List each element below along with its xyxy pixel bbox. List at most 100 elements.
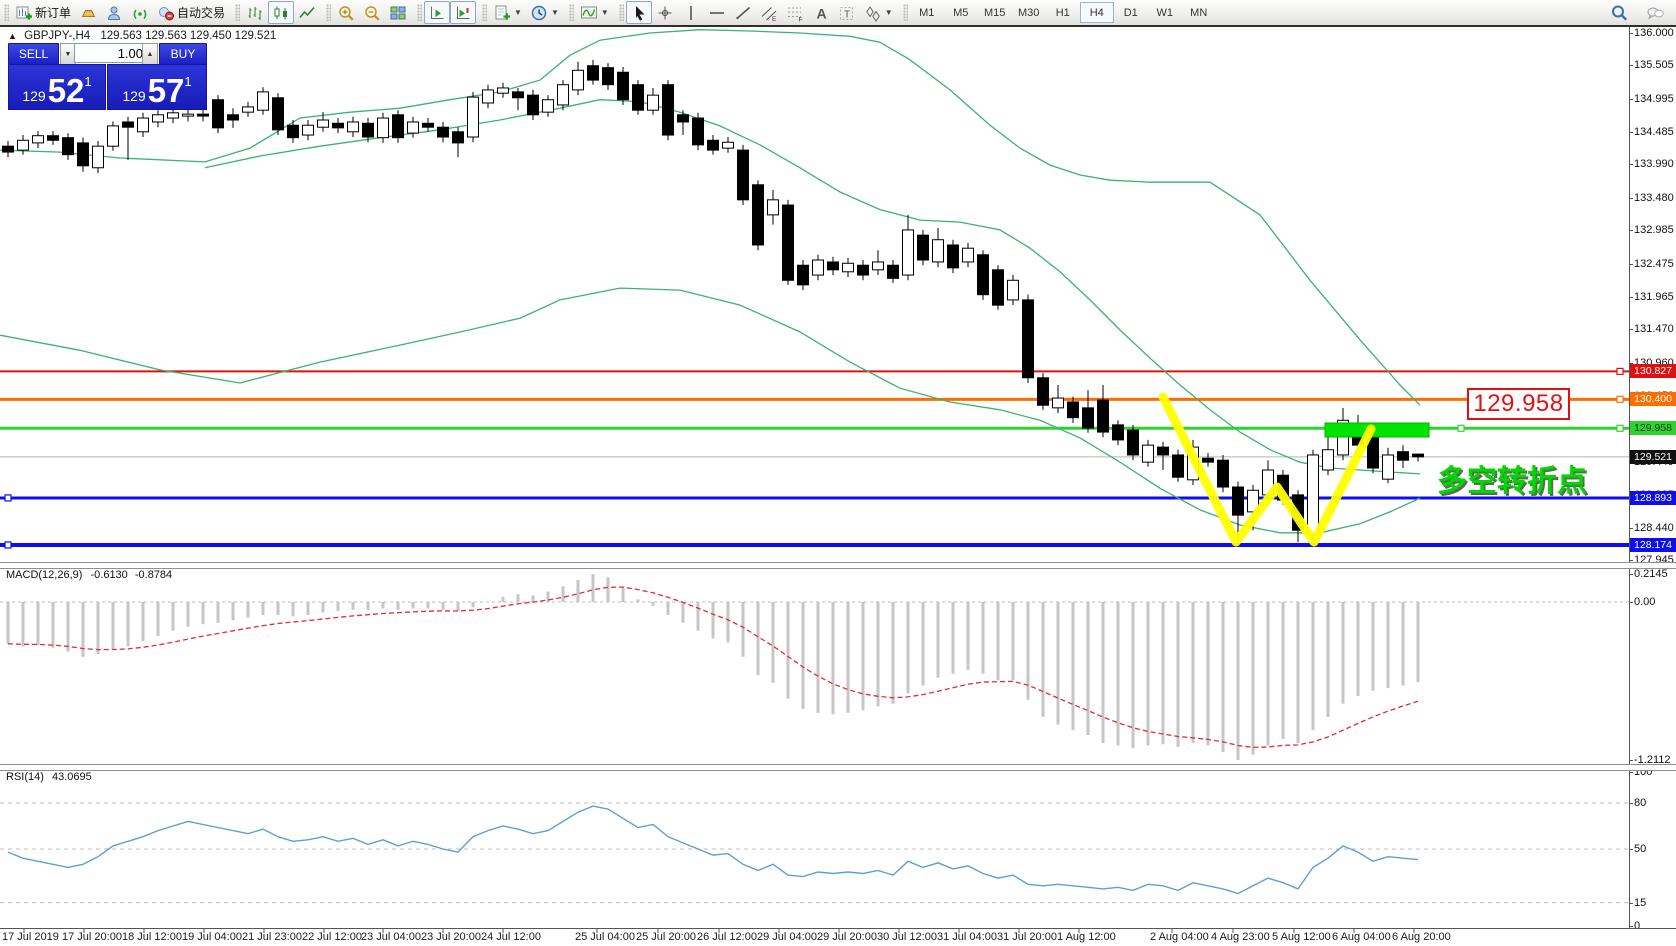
ohlc-values: 129.563 129.563 129.450 129.521: [100, 30, 277, 42]
rsi-axis-label: 80: [1634, 797, 1647, 809]
y-axis-tick: [1629, 296, 1633, 298]
time-axis-label: 6 Aug 04:00: [1332, 931, 1391, 943]
contacts-button[interactable]: [101, 1, 127, 24]
timeframe-h4[interactable]: H4: [1079, 2, 1114, 23]
y-axis-tick: [1629, 803, 1633, 804]
timeframe-m5[interactable]: M5: [953, 6, 969, 19]
equidistant-channel-button[interactable]: E: [756, 1, 782, 24]
text-button[interactable]: A: [808, 1, 834, 24]
cursor-button[interactable]: [625, 1, 652, 24]
y-axis-tick: [1629, 760, 1633, 762]
hline-handle[interactable]: [4, 494, 12, 502]
shapes-button[interactable]: ▼: [860, 1, 897, 24]
y-axis-tick: [1629, 33, 1633, 34]
buy-price-big: 57: [147, 72, 185, 109]
signals-button[interactable]: [127, 1, 153, 24]
hline-handle[interactable]: [1616, 424, 1624, 432]
pane-splitter-macd[interactable]: [0, 562, 1676, 569]
toolbar-grip[interactable]: [417, 4, 423, 21]
buy-button[interactable]: BUY: [159, 43, 207, 65]
toolbar-group-drawing-tools: E F A T ▼: [615, 0, 899, 25]
hline-handle[interactable]: [1457, 424, 1465, 432]
hline-handle[interactable]: [1616, 395, 1624, 403]
time-axis-label: 6 Aug 20:00: [1392, 931, 1451, 943]
y-axis-label: 128.440: [1634, 521, 1674, 534]
vertical-line-button[interactable]: [678, 1, 704, 24]
toolbar-grip[interactable]: [482, 4, 488, 21]
text-label-button[interactable]: T: [834, 1, 860, 24]
price-callout-box[interactable]: 129.958: [1467, 388, 1570, 420]
buy-price-sup: 1: [184, 74, 192, 89]
timeframe-w1[interactable]: W1: [1156, 6, 1173, 19]
timeframe-m30[interactable]: M30: [1018, 6, 1040, 19]
candles-icon: [274, 6, 288, 19]
zoomout-icon: [365, 5, 380, 21]
timeframe-mn[interactable]: MN: [1190, 6, 1208, 19]
timeframe-m1[interactable]: M1: [919, 6, 935, 19]
fibonacci-button[interactable]: F: [782, 1, 808, 24]
y-axis-tick: [1629, 559, 1633, 561]
buy-price-button[interactable]: 129 57 1: [107, 64, 207, 110]
candlestick-chart-button[interactable]: [268, 1, 295, 24]
hline-handle[interactable]: [1616, 367, 1624, 376]
crosshair-button[interactable]: [652, 1, 678, 24]
history-center-button[interactable]: [75, 1, 101, 24]
time-axis-label: 23 Jul 04:00: [361, 931, 421, 943]
time-axis-line: [0, 928, 1676, 929]
volume-input[interactable]: 1.00: [74, 43, 150, 63]
w-pattern-drawing[interactable]: [1158, 392, 1376, 547]
toolbar-grip[interactable]: [568, 4, 574, 21]
bollinger-middle-band: [204, 99, 1421, 475]
chart-shift-button[interactable]: [450, 1, 477, 24]
volume-up-button[interactable]: ▲: [142, 43, 158, 65]
toolbar-group-chart-type: [231, 0, 322, 25]
line-chart-button[interactable]: [294, 1, 320, 24]
sell-price-button[interactable]: 129 52 1: [8, 64, 106, 110]
timeframe-m15[interactable]: M15: [984, 6, 1006, 19]
clock-icon: [531, 5, 547, 20]
toolbar-grip[interactable]: [4, 4, 9, 21]
community-button[interactable]: [1642, 1, 1668, 24]
horizontal-line-button[interactable]: [704, 1, 730, 24]
toolbar-group-new-objects: ▼ ▼: [478, 0, 565, 25]
hline-icon: [709, 11, 724, 14]
time-axis-label: 17 Jul 20:00: [62, 931, 122, 943]
collapse-panel-icon[interactable]: ▲: [8, 31, 17, 41]
indicators-button[interactable]: ▼: [576, 1, 613, 24]
bar-chart-button[interactable]: [242, 1, 268, 24]
hline-handle[interactable]: [4, 541, 12, 549]
profiles-button[interactable]: ▼: [526, 1, 563, 24]
one-click-trading-panel: SELL ▼ 1.00 ▲ BUY 129 52 1 129 57 1: [8, 43, 207, 110]
timeframe-h1[interactable]: H1: [1055, 6, 1070, 19]
search-button[interactable]: [1606, 1, 1632, 24]
y-axis-label: 134.995: [1634, 92, 1674, 105]
y-axis-tick: [1629, 902, 1633, 904]
highlight-zone-rect[interactable]: [1324, 422, 1430, 438]
toolbar-grip[interactable]: [618, 4, 624, 21]
neworder-icon: [16, 6, 32, 19]
toolbar: 新订单 自动交易 ▼ ▼ ▼ E F A T ▼ M1 M5 M15 M30 H1 H4 D1 W1 MN: [0, 0, 1676, 26]
pane-splitter-rsi[interactable]: [0, 764, 1676, 771]
toolbar-grip[interactable]: [326, 4, 332, 21]
time-axis-label: 1 Aug 12:00: [1057, 931, 1116, 943]
new-chart-button[interactable]: ▼: [489, 1, 526, 24]
time-axis-label: 19 Jul 04:00: [182, 931, 242, 943]
macd-axis-label: -1.2112: [1634, 754, 1671, 767]
zoom-in-button[interactable]: [333, 1, 359, 24]
tile-windows-button[interactable]: [385, 1, 411, 24]
toolbar-grip[interactable]: [902, 4, 908, 21]
zoom-out-button[interactable]: [359, 1, 385, 24]
y-axis-label: 132.475: [1634, 257, 1674, 270]
volume-stepper: ▼ 1.00 ▲: [60, 43, 158, 65]
trendline-button[interactable]: [730, 1, 756, 24]
price-chip-128.893: 128.893: [1630, 490, 1676, 505]
toolbar-grip[interactable]: [235, 4, 241, 21]
svg-text:A: A: [816, 5, 826, 21]
auto-scroll-button[interactable]: [424, 1, 451, 24]
autotrading-button[interactable]: 自动交易: [153, 1, 229, 24]
turning-point-annotation[interactable]: 多空转折点: [1437, 465, 1587, 498]
new-order-button[interactable]: 新订单: [11, 1, 75, 24]
timeframe-d1[interactable]: D1: [1123, 6, 1138, 19]
sell-button[interactable]: SELL: [8, 43, 59, 65]
